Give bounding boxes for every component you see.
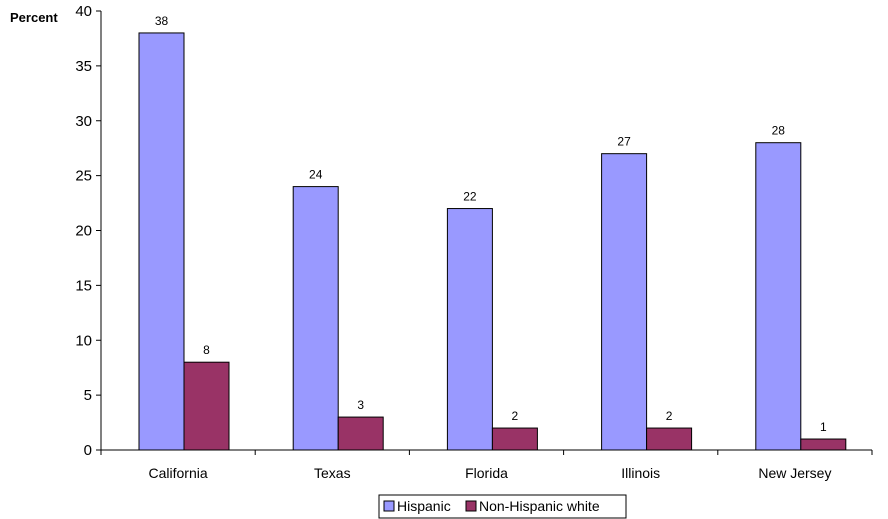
data-label: 27 <box>617 135 631 149</box>
data-label: 3 <box>357 398 364 412</box>
legend-swatch <box>465 500 477 512</box>
data-label: 28 <box>772 124 786 138</box>
y-tick-label: 15 <box>75 277 92 294</box>
category-labels: California Texas Florida Illinois New Jersey <box>149 465 832 481</box>
category-label: Illinois <box>621 465 660 481</box>
bar-non-hispanic-white-illinois <box>646 427 693 451</box>
y-tick-label: 35 <box>75 58 92 75</box>
category-label: Florida <box>465 465 508 481</box>
legend-label: Hispanic <box>397 498 451 514</box>
category-label: New Jersey <box>758 465 831 481</box>
y-axis-label: Percent <box>10 10 58 25</box>
bar-hispanic-texas <box>292 186 339 451</box>
y-tick-label: 25 <box>75 168 92 185</box>
y-tick-label: 30 <box>75 113 92 130</box>
category-label: California <box>149 465 208 481</box>
legend-box <box>378 494 627 519</box>
y-tick-label: 0 <box>84 442 92 459</box>
legend-label: Non-Hispanic white <box>479 498 600 514</box>
data-label: 38 <box>155 14 169 28</box>
data-label: 2 <box>512 409 519 423</box>
data-label: 8 <box>203 343 210 357</box>
data-label: 24 <box>309 168 323 182</box>
bar-hispanic-california <box>138 32 185 451</box>
bar-hispanic-illinois <box>601 153 648 451</box>
data-label: 2 <box>666 409 673 423</box>
y-tick-label: 20 <box>75 223 92 240</box>
legend-swatch <box>383 500 395 512</box>
bar-hispanic-florida <box>446 208 493 451</box>
bar-non-hispanic-white-texas <box>337 416 384 451</box>
bar-hispanic-new-jersey <box>755 142 802 451</box>
y-tick-label: 5 <box>84 387 92 404</box>
bar-non-hispanic-white-california <box>183 361 230 451</box>
y-tick-label: 40 <box>75 3 92 20</box>
bar-non-hispanic-white-florida <box>491 427 538 451</box>
data-label: 1 <box>820 420 827 434</box>
legend: Hispanic Non-Hispanic white <box>378 494 627 519</box>
bar-non-hispanic-white-new-jersey <box>800 438 847 451</box>
bars <box>138 32 847 451</box>
data-label: 22 <box>463 190 477 204</box>
y-tick-label: 10 <box>75 332 92 349</box>
category-label: Texas <box>314 465 351 481</box>
